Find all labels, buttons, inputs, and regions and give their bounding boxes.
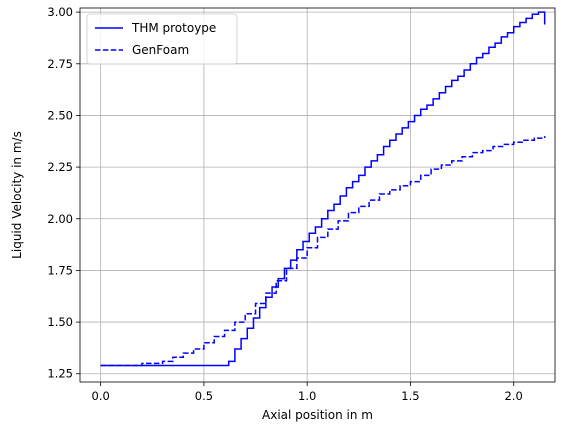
y-tick-label: 3.00 [47, 5, 73, 19]
x-tick-label: 2.0 [505, 389, 523, 403]
y-tick-label: 2.50 [47, 108, 73, 122]
x-tick-label: 1.0 [298, 389, 316, 403]
y-tick-label: 1.25 [47, 367, 73, 381]
y-tick-label: 1.50 [47, 315, 73, 329]
legend: THM protoype GenFoam [86, 13, 238, 65]
legend-label: THM protoype [131, 21, 216, 35]
x-tick-label: 0.5 [195, 389, 213, 403]
legend-label: GenFoam [132, 43, 189, 57]
y-tick-label: 1.75 [47, 263, 73, 277]
y-tick-label: 2.75 [47, 57, 73, 71]
series-layer [100, 11, 546, 367]
x-tick-label: 1.5 [401, 389, 419, 403]
series-line-2 [100, 136, 546, 367]
plot-frame [79, 7, 556, 383]
y-tick-label: 2.00 [47, 212, 73, 226]
legend-box [86, 13, 238, 65]
x-tick-label: 0.0 [92, 389, 110, 403]
x-axis-label: Axial position in m [262, 408, 373, 422]
x-axis-ticks: 0.0 0.5 1.0 1.5 2.0 [92, 382, 523, 403]
y-axis-label: Liquid Velocity in m/s [10, 131, 24, 259]
y-tick-label: 2.25 [47, 160, 73, 174]
y-axis-ticks: 1.25 1.50 1.75 2.00 2.25 2.50 2.75 3.00 [47, 5, 80, 381]
series-line-1 [100, 11, 546, 367]
